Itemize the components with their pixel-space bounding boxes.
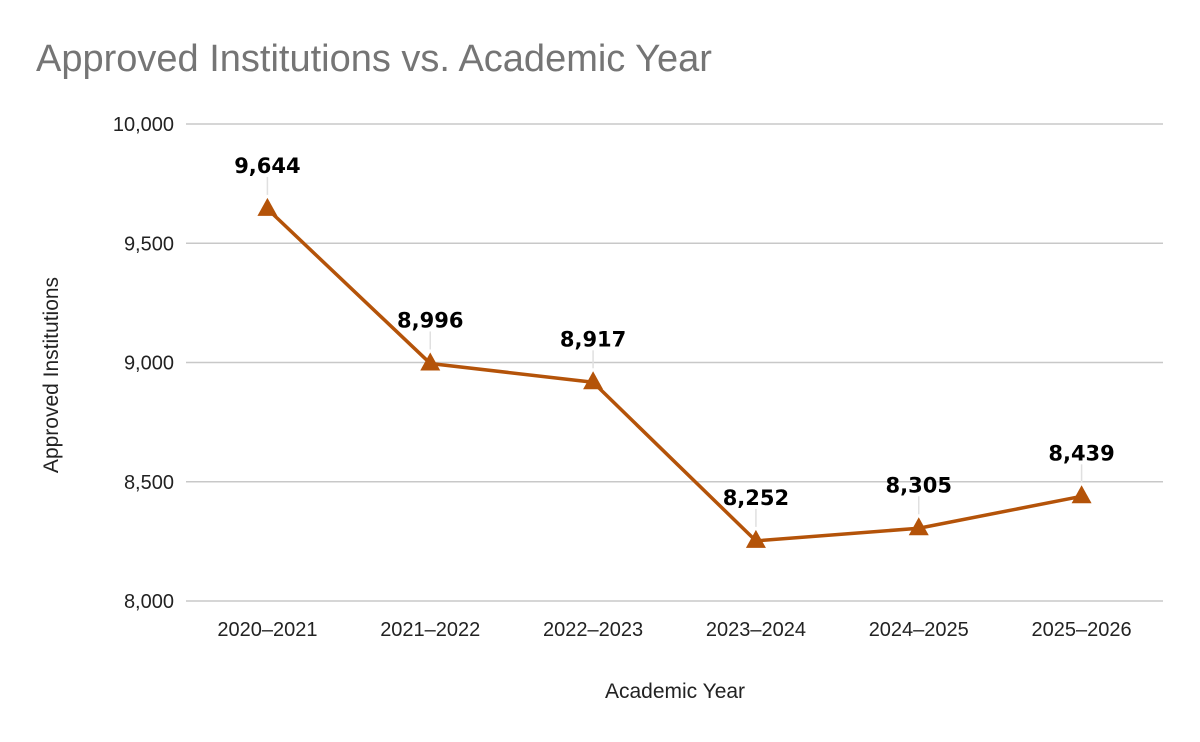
y-tick-label: 10,000 [113, 114, 174, 136]
series-markers [257, 197, 1092, 548]
data-point-marker [1071, 485, 1092, 504]
y-tick-label: 9,000 [124, 353, 174, 375]
data-label: 8,305 [886, 473, 952, 497]
data-label: 8,439 [1048, 441, 1114, 465]
data-point-marker [583, 371, 604, 390]
data-labels: 9,644 8,996 8,917 8,252 8,305 8,439 [234, 154, 1115, 510]
y-tick-label: 8,000 [124, 591, 174, 613]
x-tick-label: 2023–2024 [706, 619, 806, 641]
y-axis-title: Approved Institutions [40, 277, 63, 473]
y-axis-ticks: 8,000 8,500 9,000 9,500 10,000 [113, 114, 174, 613]
data-label: 8,252 [723, 486, 789, 510]
data-point-marker [257, 197, 278, 216]
y-tick-label: 8,500 [124, 472, 174, 494]
label-leaders [266, 176, 1083, 527]
data-label: 9,644 [234, 154, 300, 178]
x-tick-label: 2024–2025 [869, 619, 969, 641]
series-line [266, 207, 1082, 543]
gridlines [186, 123, 1163, 602]
data-point-marker [420, 352, 441, 371]
y-tick-label: 9,500 [124, 233, 174, 255]
x-axis-ticks: 2020–2021 2021–2022 2022–2023 2023–2024 2024… [217, 619, 1131, 641]
x-tick-label: 2025–2026 [1032, 619, 1132, 641]
x-tick-label: 2020–2021 [217, 619, 317, 641]
data-label: 8,996 [397, 308, 463, 332]
data-point-marker [745, 529, 766, 548]
data-label: 8,917 [560, 327, 626, 351]
data-point-marker [908, 517, 929, 536]
x-axis-title: Academic Year [605, 680, 745, 703]
x-tick-label: 2022–2023 [543, 619, 643, 641]
x-tick-label: 2021–2022 [380, 619, 480, 641]
chart-title: Approved Institutions vs. Academic Year [36, 38, 712, 80]
series-line-group [266, 207, 1082, 543]
